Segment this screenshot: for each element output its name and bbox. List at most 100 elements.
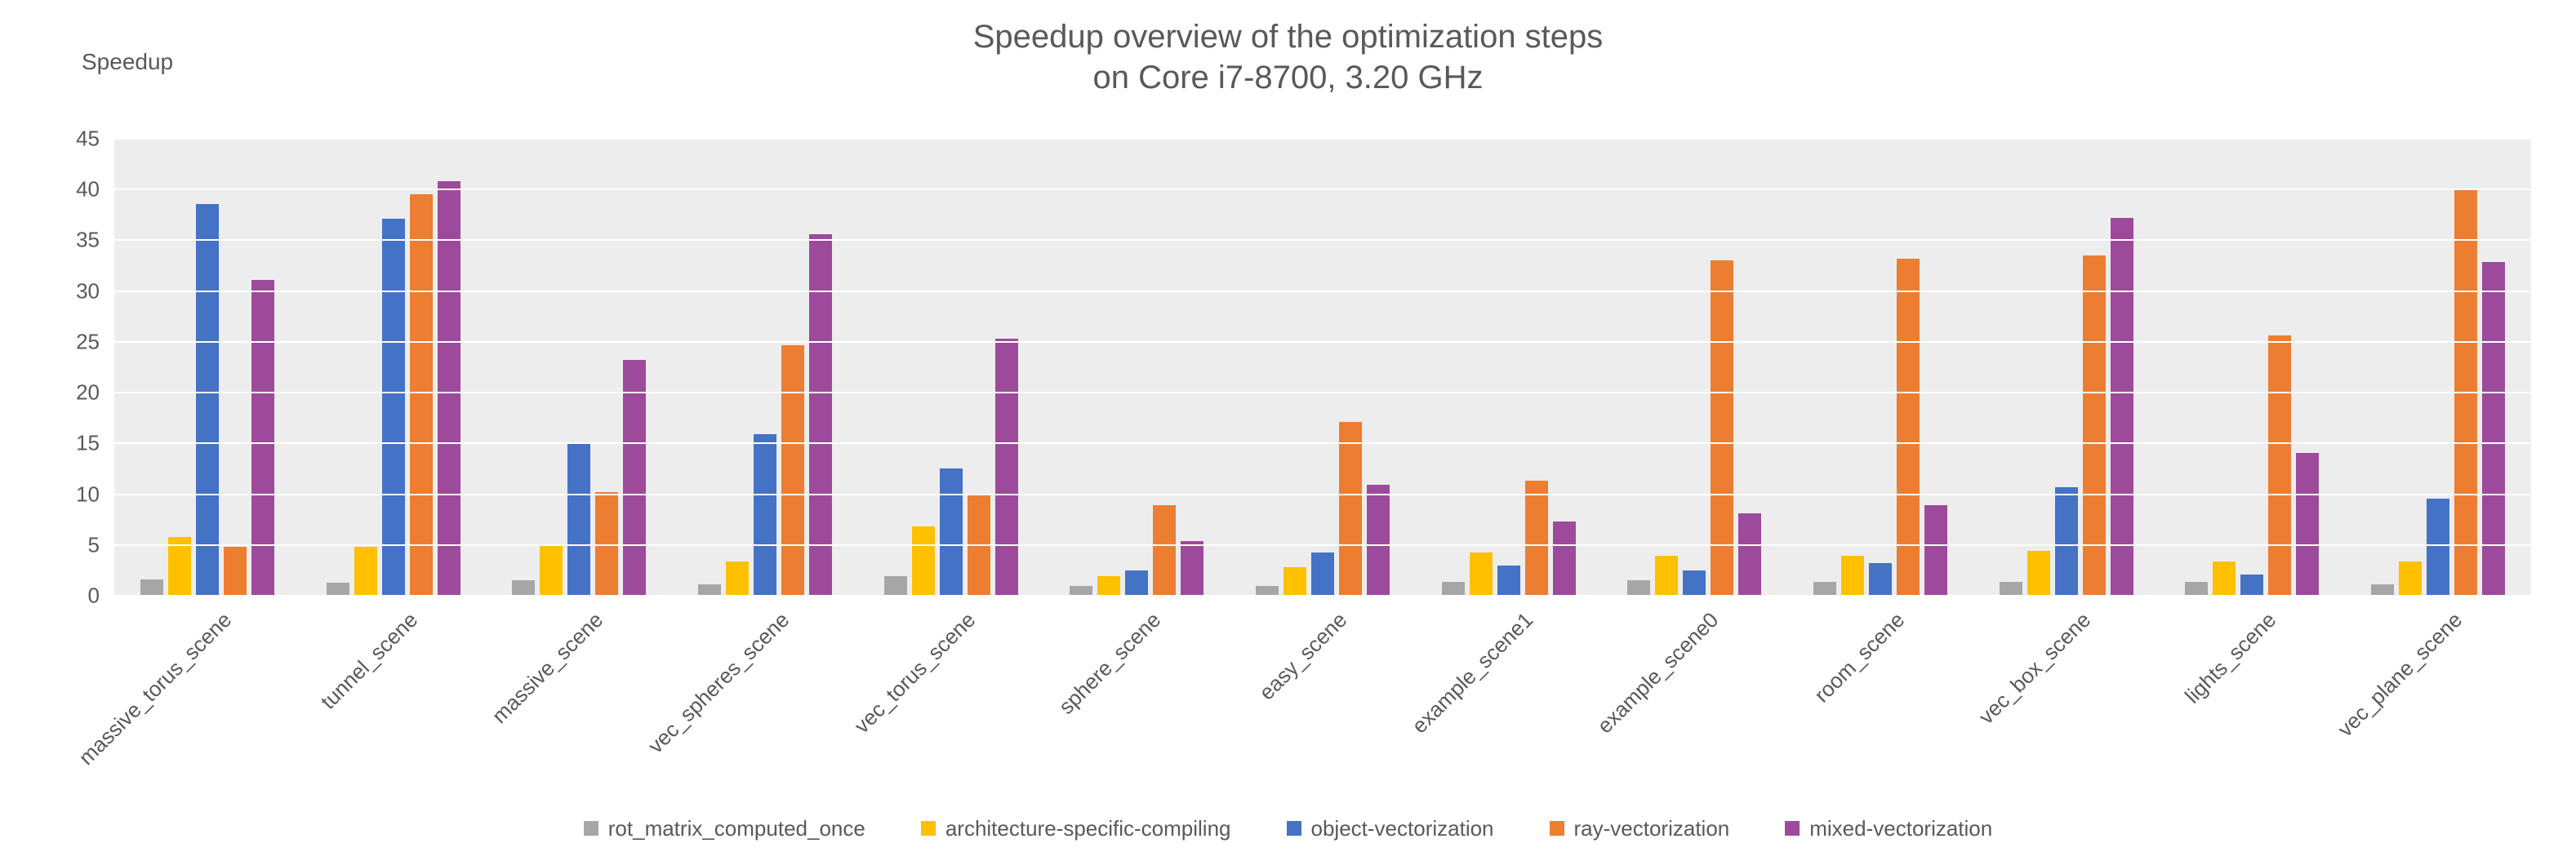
legend-label: ray-vectorization — [1574, 816, 1730, 841]
legend-item: rot_matrix_computed_once — [584, 816, 865, 841]
bar-group: tunnel_scene — [300, 139, 487, 596]
bar-group: lights_scene — [2160, 139, 2346, 596]
category-label: massive_torus_scene — [73, 607, 237, 770]
bar — [1525, 481, 1548, 596]
bar — [2296, 453, 2319, 596]
category-label: vec_spheres_scene — [643, 607, 794, 758]
bar — [781, 345, 804, 596]
bar — [1311, 553, 1334, 597]
legend-item: architecture-specific-compiling — [921, 816, 1231, 841]
ytick-label: 30 — [76, 278, 100, 304]
bar-cluster — [2160, 335, 2346, 596]
bar — [1627, 580, 1650, 596]
bar — [884, 576, 907, 596]
bar-group: example_scene0 — [1602, 139, 1788, 596]
bar-cluster — [486, 360, 672, 596]
ytick-label: 45 — [76, 126, 100, 152]
bar — [1655, 556, 1678, 596]
bar — [2399, 561, 2422, 596]
bar — [1738, 513, 1761, 596]
bar — [2268, 335, 2291, 596]
y-axis-title: Speedup — [82, 49, 173, 75]
bar-cluster — [1973, 218, 2160, 596]
category-label: example_scene1 — [1407, 607, 1538, 739]
category-label: vec_torus_scene — [849, 607, 981, 739]
bar — [940, 468, 963, 596]
bar — [1924, 505, 1947, 596]
legend-label: mixed-vectorization — [1809, 816, 1992, 841]
legend-swatch — [1550, 821, 1564, 836]
bar-cluster — [1416, 481, 1602, 596]
bar-group: vec_plane_scene — [2345, 139, 2531, 596]
ytick-label: 35 — [76, 228, 100, 253]
ytick-label: 20 — [76, 380, 100, 406]
gridline — [114, 189, 2531, 190]
bar — [912, 526, 935, 596]
bar — [512, 580, 535, 596]
gridline — [114, 494, 2531, 495]
gridline — [114, 544, 2531, 546]
bar — [1442, 582, 1465, 596]
bar-cluster — [1230, 422, 1416, 596]
bar-cluster — [114, 204, 300, 596]
category-label: lights_scene — [2180, 607, 2281, 708]
ytick-label: 40 — [76, 177, 100, 202]
bar-group: massive_torus_scene — [114, 139, 300, 596]
bar — [1869, 563, 1892, 596]
bar — [251, 280, 274, 596]
bar — [1153, 505, 1176, 596]
chart-title-line2: on Core i7-8700, 3.20 GHz — [0, 57, 2576, 98]
bar-group: easy_scene — [1230, 139, 1416, 596]
bar-cluster — [300, 181, 487, 596]
bar — [2213, 561, 2236, 596]
gridline — [114, 291, 2531, 292]
bar — [438, 181, 460, 596]
bar — [2027, 551, 2050, 596]
bar-cluster — [672, 234, 858, 596]
bar — [995, 339, 1018, 596]
bar — [698, 584, 721, 596]
bar — [1181, 541, 1203, 596]
bar-group: example_scene1 — [1416, 139, 1602, 596]
bar — [410, 194, 433, 596]
bar-group: room_scene — [1787, 139, 1973, 596]
bar — [2240, 575, 2263, 596]
legend-label: rot_matrix_computed_once — [608, 816, 865, 841]
bar — [2111, 218, 2133, 596]
category-label: tunnel_scene — [315, 607, 422, 714]
bar — [196, 204, 219, 596]
bar — [2185, 582, 2208, 596]
bar — [540, 545, 563, 596]
category-label: easy_scene — [1254, 607, 1352, 705]
bar — [1841, 556, 1864, 596]
bar — [2427, 499, 2449, 596]
bar — [809, 234, 832, 596]
chart-title-line1: Speedup overview of the optimization ste… — [0, 16, 2576, 57]
legend-item: mixed-vectorization — [1785, 816, 1992, 841]
legend-item: ray-vectorization — [1550, 816, 1730, 841]
ytick-label: 0 — [88, 584, 100, 609]
legend-label: architecture-specific-compiling — [945, 816, 1231, 841]
bar-cluster — [858, 339, 1044, 596]
bar — [140, 579, 163, 596]
legend-swatch — [1785, 821, 1800, 836]
bar — [567, 443, 590, 596]
bar — [1339, 422, 1362, 596]
gridline — [114, 442, 2531, 444]
bar — [224, 547, 247, 596]
bar — [354, 547, 377, 596]
bar — [2000, 582, 2022, 596]
category-label: sphere_scene — [1054, 607, 1166, 719]
legend-swatch — [1287, 821, 1301, 836]
bar — [1813, 582, 1836, 596]
bar-group: massive_scene — [486, 139, 672, 596]
legend-swatch — [584, 821, 598, 836]
bar — [1470, 553, 1493, 597]
bar-group: vec_torus_scene — [858, 139, 1044, 596]
legend-label: object-vectorization — [1311, 816, 1494, 841]
bar-group: vec_box_scene — [1973, 139, 2160, 596]
bar — [1367, 485, 1390, 596]
legend: rot_matrix_computed_once architecture-spe… — [0, 816, 2576, 842]
bar — [327, 583, 349, 596]
ytick-label: 5 — [88, 532, 100, 557]
